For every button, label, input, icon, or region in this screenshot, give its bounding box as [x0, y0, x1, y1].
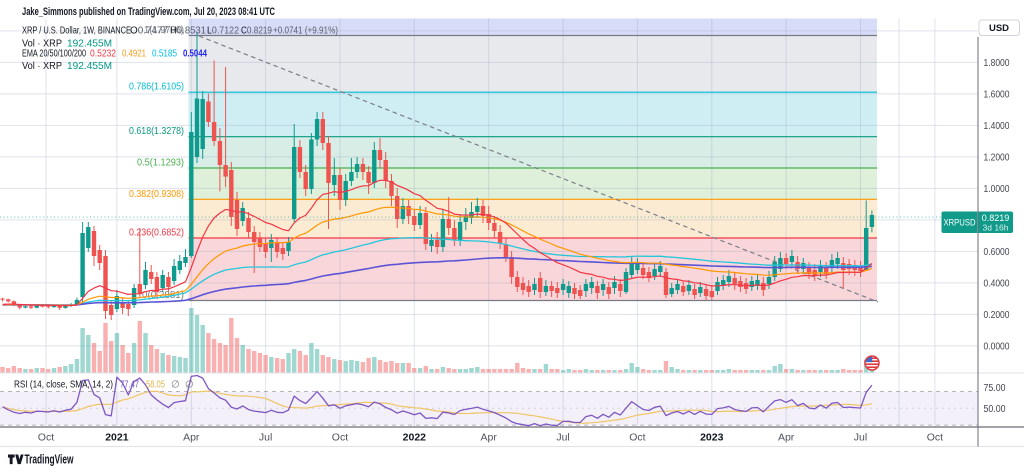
svg-text:0.236(0.6852): 0.236(0.6852)	[129, 227, 184, 239]
svg-text:Apr: Apr	[183, 432, 200, 444]
svg-text:Jul: Jul	[556, 432, 569, 444]
svg-text:XRP / U.S. Dollar, 1W, BINANCE: XRP / U.S. Dollar, 1W, BINANCEO0.7477H0.…	[22, 25, 338, 37]
svg-text:1.0000: 1.0000	[984, 184, 1010, 195]
svg-text:0.382(0.9308): 0.382(0.9308)	[129, 188, 184, 200]
svg-text:Oct: Oct	[332, 432, 348, 444]
svg-text:0.618(1.3278): 0.618(1.3278)	[129, 125, 184, 137]
svg-text:1(1.9706): 1(1.9706)	[144, 24, 184, 36]
svg-text:1.2000: 1.2000	[984, 152, 1010, 163]
svg-text:1.8000: 1.8000	[984, 58, 1010, 69]
svg-text:RSI (14, close, SMA, 14, 2)77.: RSI (14, close, SMA, 14, 2) 77.47 58.05 ∅ ∅	[14, 380, 194, 391]
svg-text:2021: 2021	[105, 432, 129, 444]
svg-text:Apr: Apr	[778, 432, 795, 444]
svg-text:3d 16h: 3d 16h	[983, 223, 1009, 233]
svg-text:0.786(1.6105): 0.786(1.6105)	[129, 81, 184, 93]
svg-text:0.2000: 0.2000	[984, 310, 1010, 321]
svg-text:2023: 2023	[700, 432, 724, 444]
svg-text:1.4000: 1.4000	[984, 121, 1010, 132]
svg-text:XRPUSD: XRPUSD	[944, 218, 976, 229]
svg-text:2022: 2022	[403, 432, 427, 444]
svg-text:50.00: 50.00	[984, 404, 1006, 415]
svg-text:Jake_Simmons published on Trad: Jake_Simmons published on TradingView.co…	[22, 6, 275, 18]
svg-text:Jul: Jul	[259, 432, 272, 444]
svg-text:0.5(1.1293): 0.5(1.1293)	[137, 157, 184, 169]
svg-text:75.00: 75.00	[984, 383, 1006, 394]
svg-text:0.0000: 0.0000	[984, 341, 1010, 352]
svg-text:1.6000: 1.6000	[984, 89, 1010, 100]
svg-text:Oct: Oct	[38, 432, 54, 444]
svg-text:USD: USD	[989, 23, 1009, 34]
svg-text:TradingView: TradingView	[25, 453, 74, 467]
svg-text:0.8219: 0.8219	[982, 213, 1010, 223]
svg-text:Oct: Oct	[629, 432, 645, 444]
svg-text:0.4000: 0.4000	[984, 278, 1010, 289]
svg-text:0.6000: 0.6000	[984, 247, 1010, 258]
svg-text:Apr: Apr	[481, 432, 498, 444]
svg-text:Jul: Jul	[854, 432, 867, 444]
svg-text:Oct: Oct	[927, 432, 943, 444]
